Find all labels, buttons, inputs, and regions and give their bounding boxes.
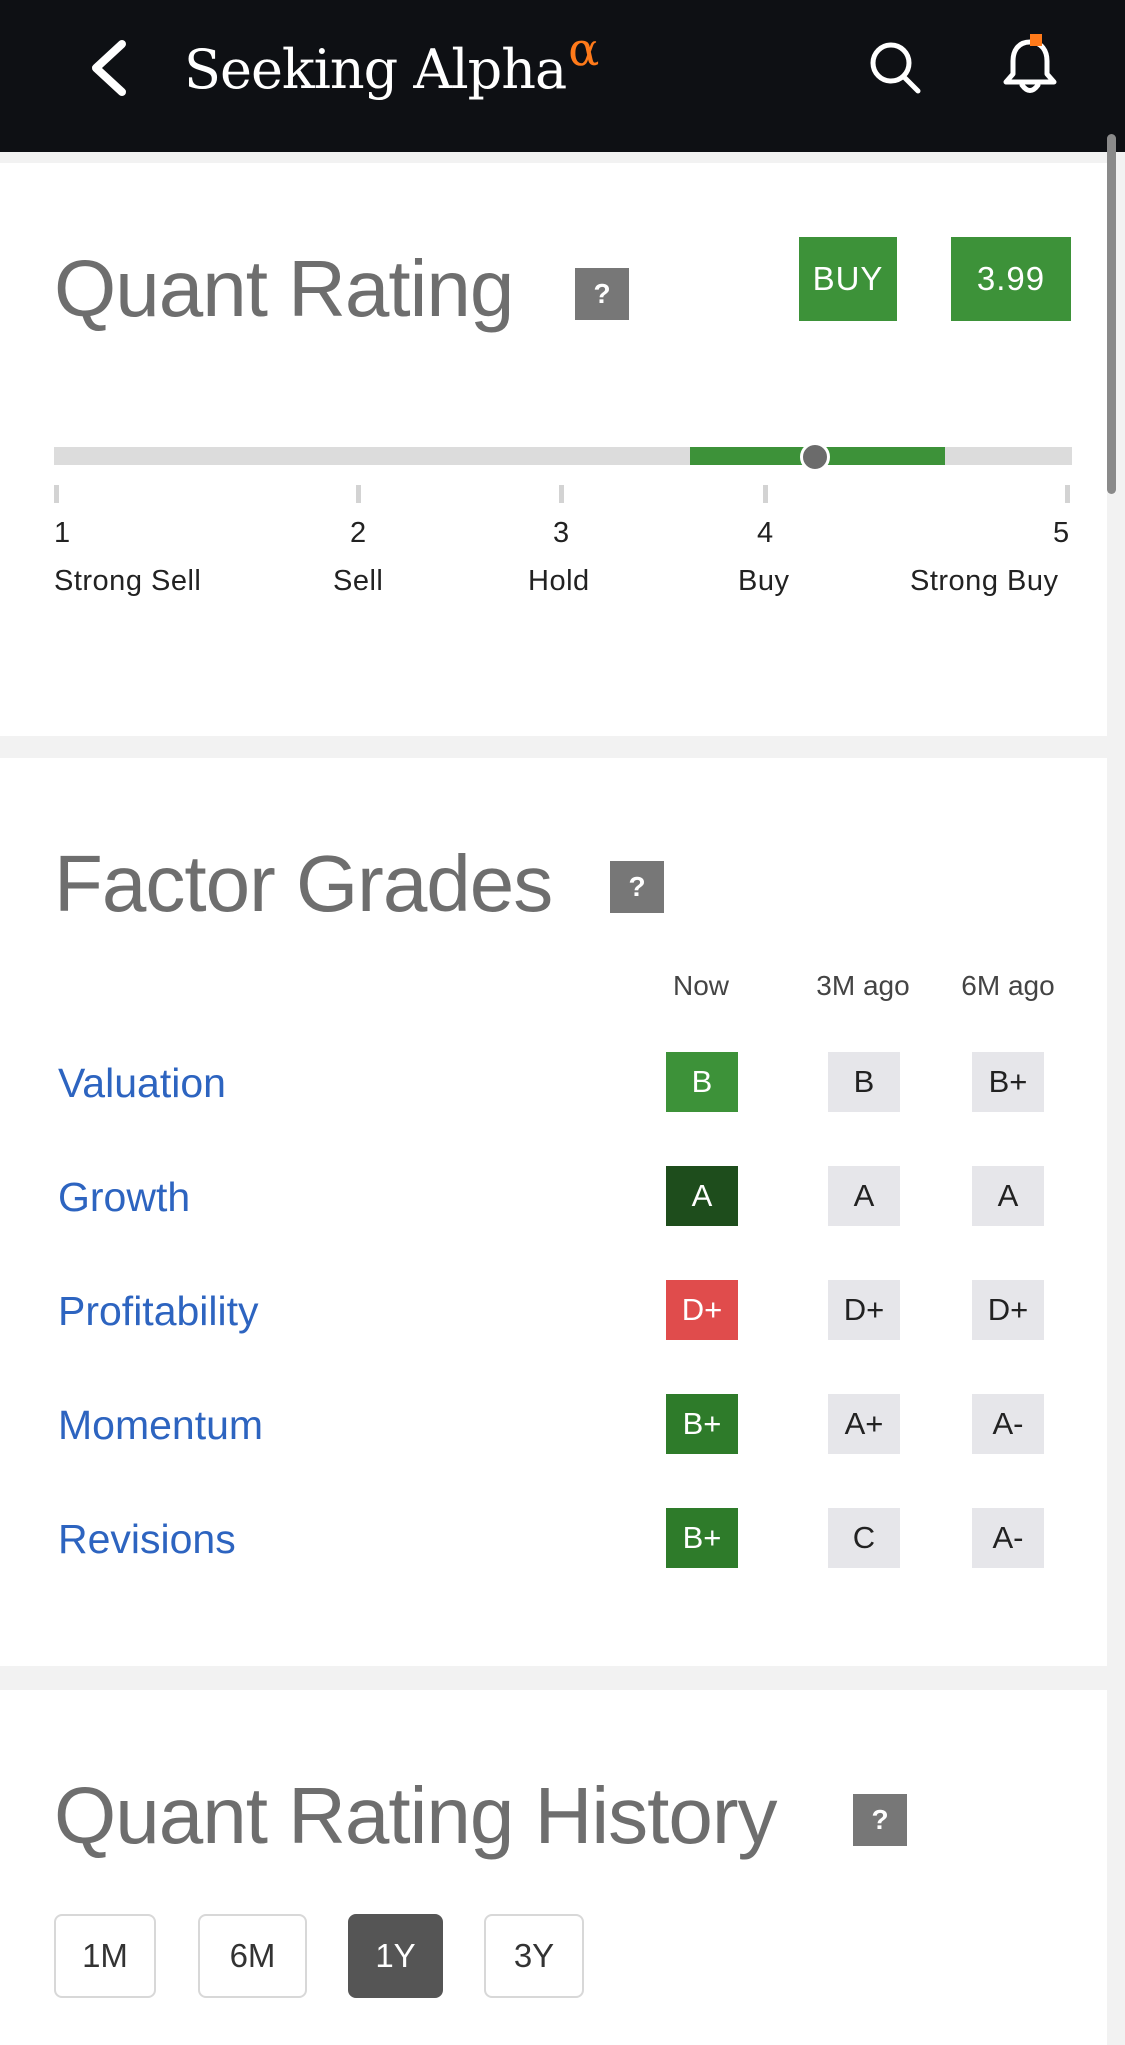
scale-number: 3	[553, 517, 570, 549]
grade-3m-ago: A	[828, 1166, 900, 1226]
rating-history-title: Quant Rating History	[54, 1771, 778, 1860]
bell-icon	[1003, 34, 1057, 93]
grade-now: A	[666, 1166, 738, 1226]
scale-label-buy: Buy	[738, 565, 790, 597]
scale-tick	[763, 485, 768, 503]
grade-3m-ago: B	[828, 1052, 900, 1112]
rating-score-badge: 3.99	[951, 237, 1071, 321]
column-header-now: Now	[672, 970, 729, 1001]
search-icon	[870, 42, 921, 94]
brand-name: Seeking Alpha	[184, 38, 567, 101]
grade-now: D+	[666, 1280, 738, 1340]
factor-grades-help-button[interactable]: ?	[610, 861, 664, 913]
back-button[interactable]	[84, 38, 134, 98]
quant-rating-card: Quant Rating ? BUY 3.99 1 2 3 4 5 Strong…	[0, 163, 1107, 736]
period-button-3y[interactable]: 3Y	[484, 1914, 584, 1998]
period-button-1m[interactable]: 1M	[54, 1914, 156, 1998]
scale-label-strong-sell: Strong Sell	[54, 565, 202, 597]
scale-tick	[1065, 485, 1070, 503]
brand-logo: Seeking Alpha α	[184, 22, 600, 114]
app-header: Seeking Alpha α	[0, 0, 1125, 152]
notification-dot	[1030, 34, 1042, 46]
back-chevron-icon	[92, 40, 126, 96]
grade-3m-ago: D+	[828, 1280, 900, 1340]
factor-link-growth[interactable]: Growth	[58, 1174, 191, 1220]
scale-label-sell: Sell	[333, 565, 384, 597]
brand-alpha-symbol: α	[568, 22, 600, 76]
scale-label-hold: Hold	[528, 565, 590, 597]
factor-link-revisions[interactable]: Revisions	[58, 1516, 236, 1562]
grade-6m-ago: B+	[972, 1052, 1044, 1112]
search-button[interactable]	[868, 40, 924, 96]
grade-3m-ago: C	[828, 1508, 900, 1568]
factor-link-profitability[interactable]: Profitability	[58, 1288, 259, 1334]
scale-tick	[356, 485, 361, 503]
grade-now: B+	[666, 1508, 738, 1568]
rating-history-card: Quant Rating History ? 1M 6M 1Y 3Y	[0, 1690, 1107, 2045]
notifications-button[interactable]	[1000, 34, 1060, 96]
grade-now: B	[666, 1052, 738, 1112]
grade-6m-ago: A	[972, 1166, 1044, 1226]
grade-6m-ago: D+	[972, 1280, 1044, 1340]
rating-label-badge: BUY	[799, 237, 897, 321]
quant-rating-help-button[interactable]: ?	[575, 268, 629, 320]
scale-tick	[559, 485, 564, 503]
rating-slider-track	[54, 447, 1072, 465]
scale-label-strong-buy: Strong Buy	[910, 565, 1059, 597]
column-header-3m-ago: 3M ago	[816, 970, 910, 1001]
scale-number: 2	[350, 517, 367, 549]
grade-3m-ago: A+	[828, 1394, 900, 1454]
scale-number: 4	[757, 517, 774, 549]
grade-now: B+	[666, 1394, 738, 1454]
scale-number: 5	[1053, 517, 1070, 549]
rating-history-help-button[interactable]: ?	[853, 1794, 907, 1846]
grade-6m-ago: A-	[972, 1394, 1044, 1454]
grade-6m-ago: A-	[972, 1508, 1044, 1568]
factor-grades-card: Factor Grades ? Now 3M ago 6M ago Valuat…	[0, 758, 1107, 1666]
scale-tick	[54, 485, 59, 503]
column-header-6m-ago: 6M ago	[961, 970, 1055, 1001]
factor-link-valuation[interactable]: Valuation	[58, 1060, 226, 1106]
rating-slider-knob	[799, 442, 830, 472]
factor-link-momentum[interactable]: Momentum	[58, 1402, 264, 1448]
page-scrollbar[interactable]	[1107, 134, 1116, 494]
factor-grades-title: Factor Grades	[54, 839, 553, 928]
quant-rating-title: Quant Rating	[54, 244, 514, 333]
scale-number: 1	[54, 517, 71, 549]
period-button-6m[interactable]: 6M	[198, 1914, 307, 1998]
period-button-1y[interactable]: 1Y	[348, 1914, 443, 1998]
